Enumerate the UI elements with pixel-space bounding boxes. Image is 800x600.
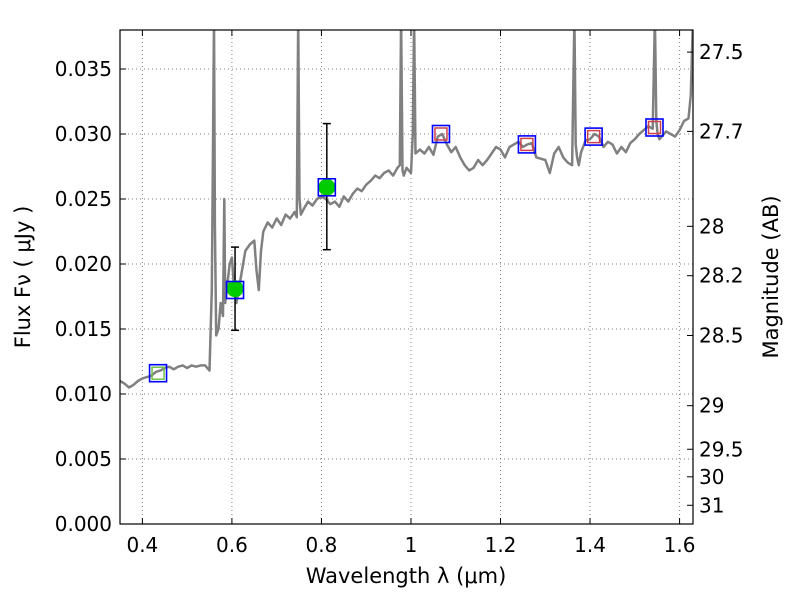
- photometry-square: [645, 118, 664, 137]
- x-tick-label: 0.8: [306, 533, 338, 557]
- plot-frame: [119, 29, 694, 525]
- band-mark: [520, 137, 534, 152]
- x-tick-label: 0.4: [126, 533, 158, 557]
- y2-axis-label: Magnitude (AB): [759, 195, 783, 358]
- y-tick-label: 0.030: [55, 122, 112, 146]
- band-mark: [434, 127, 448, 141]
- mag-tick-label: 27.5: [699, 40, 744, 64]
- mag-tick-label: 30: [699, 465, 724, 489]
- mag-tick-label: 28: [699, 214, 724, 238]
- mag-tick-label: 27.7: [699, 119, 744, 143]
- y-tick-label: 0.035: [55, 57, 112, 81]
- x-tick-label: 0.6: [216, 533, 248, 557]
- y-tick-label: 0.000: [55, 512, 112, 536]
- observed-point: [226, 280, 244, 298]
- y-tick-label: 0.005: [55, 447, 112, 471]
- axes-layer: 0.4 0.6 0.8 1 1.2 1.4 1.6 0.000 0.005 0.010 0.015 0…: [55, 30, 744, 557]
- band-mark: [151, 366, 165, 380]
- x-tick-label: 1.6: [664, 533, 696, 557]
- mag-tick-label: 29: [699, 394, 724, 418]
- photometry-square: [148, 363, 168, 383]
- y-tick-label: 0.010: [55, 382, 112, 406]
- photometry-square: [431, 124, 451, 144]
- sed-line: [120, 30, 693, 389]
- x-axis-label: Wavelength λ (μm): [306, 564, 507, 588]
- photometry-square: [317, 178, 337, 197]
- grid-lines: [120, 30, 693, 525]
- mag-tick-label: 28.5: [699, 324, 744, 348]
- band-mark: [586, 129, 601, 144]
- photometry-square: [584, 127, 603, 146]
- mag-tick-label: 28.2: [699, 264, 744, 288]
- y-axis-label: Flux Fν ( μJy ): [11, 206, 35, 349]
- y-tick-label: 0.020: [55, 252, 112, 276]
- x-tick-label: 1.2: [485, 533, 517, 557]
- y-tick-label: 0.015: [55, 317, 112, 341]
- mag-tick-label: 29.5: [699, 437, 744, 461]
- marker-layer: [148, 118, 664, 383]
- x-tick-label: 1: [405, 533, 418, 557]
- photometry-square: [517, 135, 537, 154]
- observed-point: [318, 178, 336, 196]
- band-mark: [647, 120, 662, 135]
- mag-tick-label: 31: [699, 493, 724, 517]
- x-tick-label: 1.4: [574, 533, 606, 557]
- photometry-square: [225, 280, 245, 300]
- y-tick-label: 0.025: [55, 187, 112, 211]
- series-layer: [120, 30, 693, 389]
